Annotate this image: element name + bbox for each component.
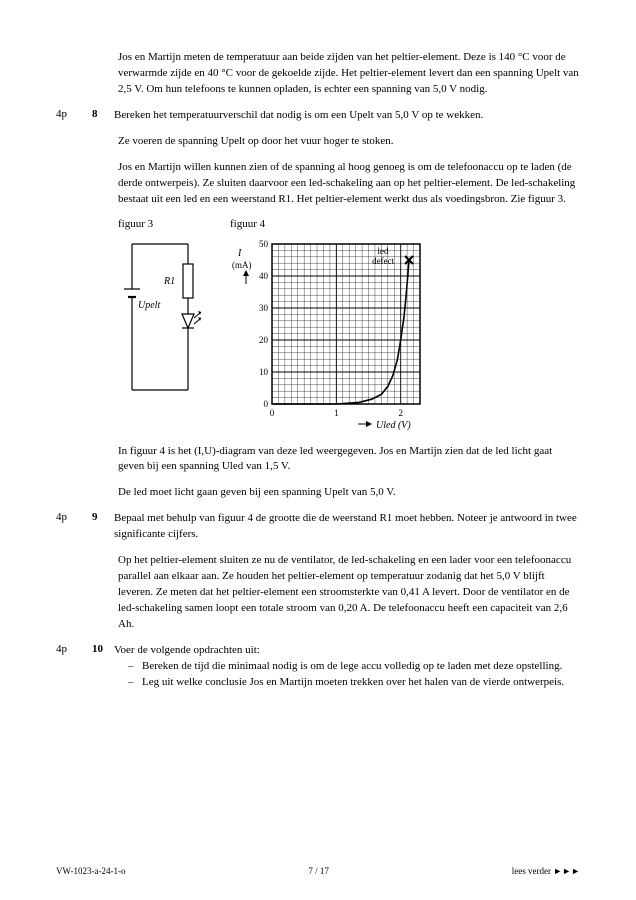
svg-text:Upelt: Upelt xyxy=(138,300,160,311)
figure-3-svg: Upelt R1 xyxy=(118,234,202,404)
question-8-row: 4p 8 Bereken het temperatuurverschil dat… xyxy=(118,108,580,124)
figure-3-container: figuur 3 Upelt R1 xyxy=(118,218,202,404)
svg-text:defect: defect xyxy=(372,256,394,266)
question-9-marker: 4p xyxy=(56,511,74,523)
svg-text:R1: R1 xyxy=(163,276,175,287)
svg-text:50: 50 xyxy=(259,239,269,249)
question-10-text: Voer de volgende opdrachten uit: xyxy=(114,643,580,659)
svg-text:0: 0 xyxy=(270,408,275,418)
svg-text:Uled (V): Uled (V) xyxy=(376,420,411,431)
svg-text:10: 10 xyxy=(259,367,269,377)
figure-4-container: figuur 4 01201020304050I(mA)Uled (V)ledd… xyxy=(230,218,430,434)
footer-right: lees verder ►►► xyxy=(512,866,580,876)
svg-text:0: 0 xyxy=(264,399,269,409)
svg-text:30: 30 xyxy=(259,303,269,313)
question-8-marker: 4p xyxy=(56,108,74,120)
question-8-text: Bereken het temperatuurverschil dat nodi… xyxy=(114,108,580,124)
question-10-number: 10 xyxy=(92,643,114,655)
mid-paragraph-2: Jos en Martijn willen kunnen zien of de … xyxy=(118,160,580,208)
svg-text:I: I xyxy=(237,248,242,259)
footer-left: VW-1023-a-24-1-o xyxy=(56,866,125,876)
after-fig-paragraph-2: De led moet licht gaan geven bij een spa… xyxy=(118,485,580,501)
mid-paragraph-1: Ze voeren de spanning Upelt op door het … xyxy=(118,134,580,150)
question-9-row: 4p 9 Bepaal met behulp van figuur 4 de g… xyxy=(118,511,580,543)
svg-text:2: 2 xyxy=(398,408,403,418)
figure-3-label: figuur 3 xyxy=(118,218,202,230)
question-10-li-1: –Bereken de tijd die minimaal nodig is o… xyxy=(128,659,580,675)
question-10-li-2: –Leg uit welke conclusie Jos en Martijn … xyxy=(128,675,580,691)
question-9-number: 9 xyxy=(92,511,114,523)
svg-text:(mA): (mA) xyxy=(232,260,252,270)
svg-text:20: 20 xyxy=(259,335,269,345)
bottom-paragraph-1: Op het peltier-element sluiten ze nu de … xyxy=(118,553,580,633)
svg-text:40: 40 xyxy=(259,271,269,281)
question-8-number: 8 xyxy=(92,108,114,120)
svg-text:led: led xyxy=(378,246,389,256)
question-10-marker: 4p xyxy=(56,643,74,655)
page-footer: VW-1023-a-24-1-o 7 / 17 lees verder ►►► xyxy=(56,866,580,876)
figure-4-svg: 01201020304050I(mA)Uled (V)leddefect xyxy=(230,234,430,434)
question-9-text: Bepaal met behulp van figuur 4 de groott… xyxy=(114,511,580,543)
after-fig-paragraph-1: In figuur 4 is het (I,U)-diagram van dez… xyxy=(118,444,580,476)
question-10-row: 4p 10 Voer de volgende opdrachten uit: –… xyxy=(118,643,580,691)
figure-4-label: figuur 4 xyxy=(230,218,430,230)
svg-text:1: 1 xyxy=(334,408,339,418)
footer-center: 7 / 17 xyxy=(308,866,329,876)
intro-paragraph-1: Jos en Martijn meten de temperatuur aan … xyxy=(118,50,580,98)
